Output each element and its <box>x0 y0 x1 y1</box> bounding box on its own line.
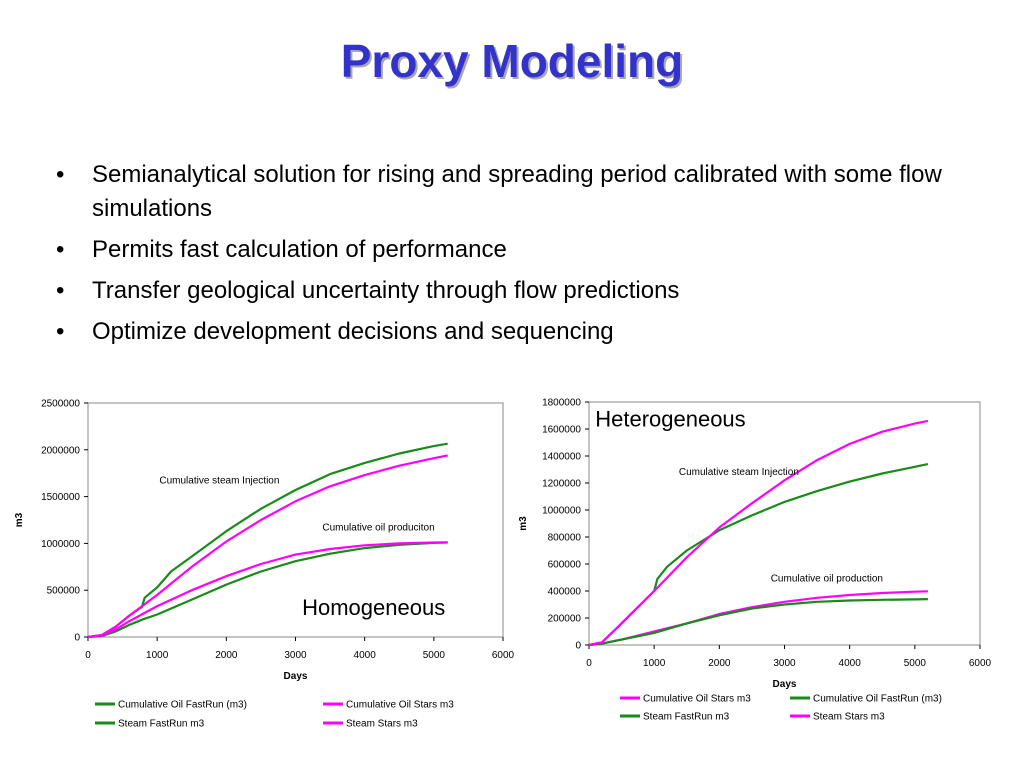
x-tick-label: 1000 <box>146 650 169 661</box>
x-tick-label: 0 <box>586 658 592 669</box>
series-line <box>87 541 448 639</box>
x-axis-label: Days <box>773 679 797 690</box>
y-tick-label: 600000 <box>548 560 582 571</box>
y-tick-label: 200000 <box>548 614 582 625</box>
y-tick-label: 500000 <box>47 586 81 597</box>
legend-label: Cumulative Oil FastRun (m3) <box>118 700 247 711</box>
y-tick-label: 1500000 <box>41 492 80 503</box>
x-tick-label: 1000 <box>643 658 666 669</box>
legend-label: Steam Stars m3 <box>346 719 418 730</box>
y-tick-label: 1000000 <box>41 539 80 550</box>
chart-region-label: Heterogeneous <box>595 406 745 431</box>
y-axis-label: m3 <box>518 516 529 531</box>
x-axis-label: Days <box>284 671 308 682</box>
x-tick-label: 6000 <box>492 650 515 661</box>
x-tick-label: 5000 <box>904 658 927 669</box>
x-tick-label: 5000 <box>423 650 446 661</box>
y-tick-label: 1600000 <box>542 425 581 436</box>
x-tick-label: 3000 <box>284 650 307 661</box>
x-tick-label: 2000 <box>708 658 731 669</box>
legend-label: Cumulative Oil FastRun (m3) <box>813 694 942 705</box>
chart-annotation: Cumulative oil production <box>771 574 883 585</box>
series-line <box>87 454 448 639</box>
bullet-list: Semianalytical solution for rising and s… <box>56 158 986 356</box>
y-tick-label: 400000 <box>548 587 582 598</box>
y-tick-label: 2000000 <box>41 445 80 456</box>
y-tick-label: 1400000 <box>542 452 581 463</box>
legend-label: Steam FastRun m3 <box>118 719 205 730</box>
chart-annotation: Cumulative steam Injection <box>159 475 279 486</box>
bullet-item: Optimize development decisions and seque… <box>56 315 986 349</box>
y-axis-label: m3 <box>14 512 25 527</box>
chart-annotation: Cumulative oil produciton <box>322 522 434 533</box>
chart-annotation: Cumulative steam Injection <box>679 467 799 478</box>
y-tick-label: 0 <box>575 641 581 652</box>
bullet-item: Permits fast calculation of performance <box>56 233 986 267</box>
x-tick-label: 6000 <box>969 658 992 669</box>
legend-label: Steam Stars m3 <box>813 712 885 723</box>
chart-region-label: Homogeneous <box>302 595 445 620</box>
x-tick-label: 2000 <box>215 650 238 661</box>
series-line <box>588 463 929 647</box>
y-tick-label: 0 <box>74 633 80 644</box>
y-tick-label: 1000000 <box>542 506 581 517</box>
bullet-item: Semianalytical solution for rising and s… <box>56 158 986 226</box>
x-tick-label: 3000 <box>773 658 796 669</box>
legend-label: Steam FastRun m3 <box>643 712 730 723</box>
x-tick-label: 4000 <box>354 650 377 661</box>
x-tick-label: 0 <box>85 650 91 661</box>
legend-label: Cumulative Oil Stars m3 <box>643 694 751 705</box>
bullet-item: Transfer geological uncertainty through … <box>56 274 986 308</box>
y-tick-label: 800000 <box>548 533 582 544</box>
series-line <box>87 541 448 639</box>
y-tick-label: 1200000 <box>542 479 581 490</box>
slide-title: Proxy Modeling <box>340 35 684 87</box>
x-tick-label: 4000 <box>839 658 862 669</box>
series-line <box>588 598 928 647</box>
series-line <box>588 419 929 647</box>
plot-area <box>588 401 981 646</box>
y-tick-label: 2500000 <box>41 399 80 410</box>
y-tick-label: 1800000 <box>542 398 581 409</box>
legend-label: Cumulative Oil Stars m3 <box>346 700 454 711</box>
